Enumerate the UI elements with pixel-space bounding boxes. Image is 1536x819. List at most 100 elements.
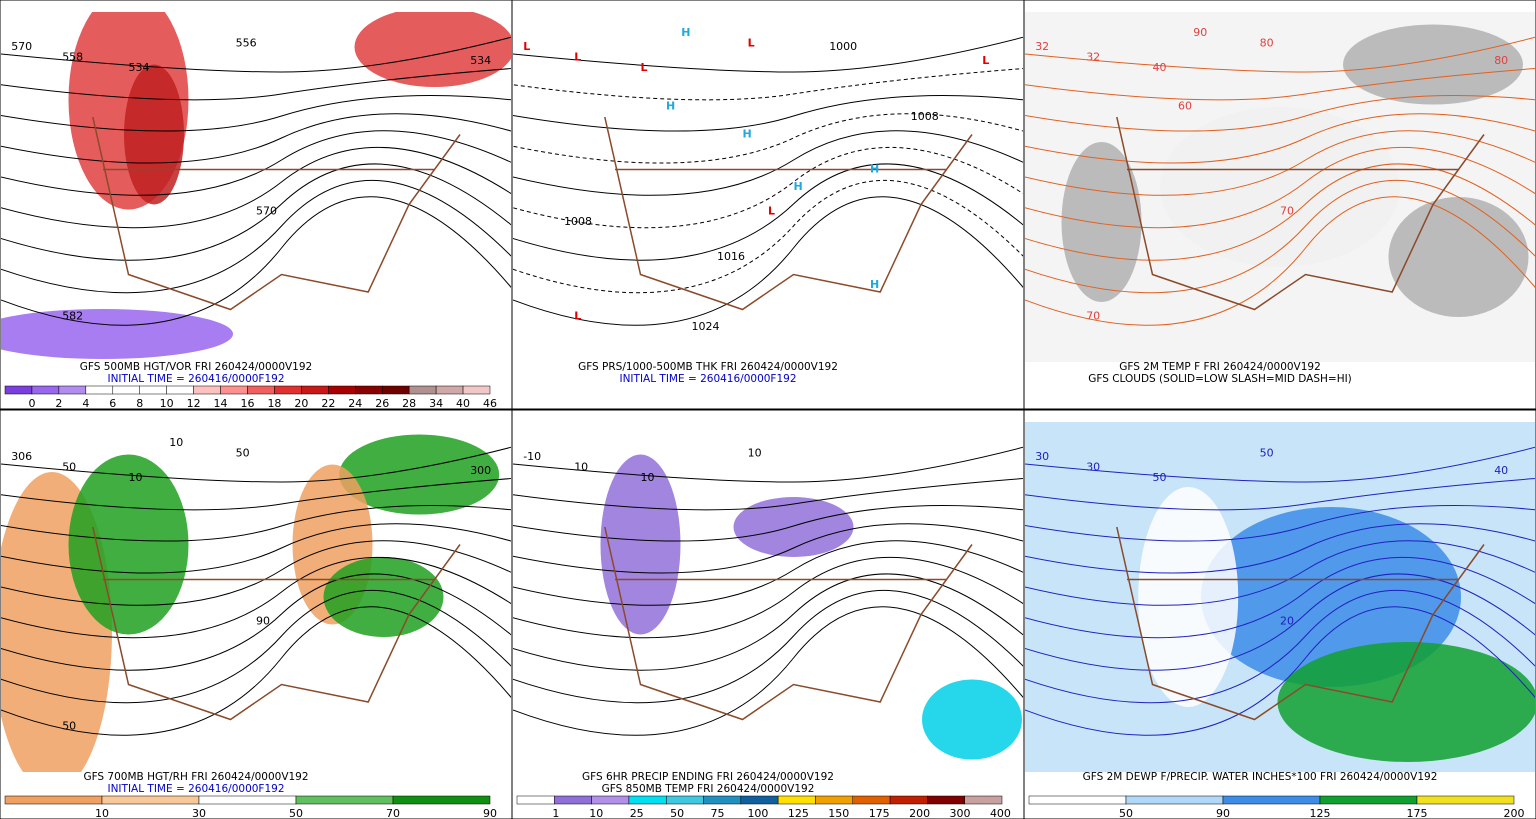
colorbar-box bbox=[964, 795, 1003, 805]
contour bbox=[513, 36, 1023, 73]
colorbar-box bbox=[740, 795, 779, 805]
colorbar-box bbox=[1319, 795, 1418, 805]
contour bbox=[513, 556, 1023, 639]
map-label: 30 bbox=[1086, 461, 1100, 474]
colorbar-label: 20 bbox=[294, 397, 308, 410]
map-body: L L L L L L L H H H H H H 1008 1024 1008 1016 1000 bbox=[513, 12, 1023, 362]
contour bbox=[1025, 146, 1535, 229]
colorbar-box bbox=[462, 385, 491, 395]
map-label: 1008 bbox=[564, 215, 592, 228]
colorbar-box bbox=[665, 795, 704, 805]
map-label: 556 bbox=[236, 37, 257, 50]
caption: INITIAL TIME = 260416/0000F192 bbox=[107, 783, 284, 795]
map-label: L bbox=[574, 51, 581, 64]
colorbar-label: 150 bbox=[828, 807, 849, 819]
contour bbox=[1025, 95, 1535, 132]
colorbar-label: 75 bbox=[711, 807, 725, 819]
map: 32 32 40 80 80 70 70 90 60 bbox=[1025, 12, 1535, 362]
coastline bbox=[92, 116, 461, 311]
shade bbox=[68, 454, 189, 635]
shade bbox=[1343, 24, 1523, 105]
contour bbox=[1, 113, 511, 164]
colorbar-label: 16 bbox=[241, 397, 255, 410]
contour bbox=[513, 95, 1023, 132]
map-label: -10 bbox=[523, 450, 541, 463]
shade bbox=[1388, 197, 1529, 317]
colorbar-label: 26 bbox=[375, 397, 389, 410]
map-label: 570 bbox=[11, 40, 32, 53]
map-label: 534 bbox=[129, 61, 150, 74]
colorbar-box bbox=[852, 795, 891, 805]
contour bbox=[1025, 505, 1535, 542]
colorbar-box bbox=[328, 385, 356, 395]
colorbar-box bbox=[295, 795, 394, 805]
colorbar-label: 70 bbox=[386, 807, 400, 819]
colorbar-box bbox=[554, 795, 592, 805]
map-label: 570 bbox=[256, 205, 277, 218]
contour bbox=[1025, 36, 1535, 73]
colorbar-label: 125 bbox=[788, 807, 809, 819]
contour bbox=[513, 606, 1023, 736]
colorbar-label: 10 bbox=[160, 397, 174, 410]
map-label: 70 bbox=[1280, 205, 1294, 218]
colorbar-box bbox=[628, 795, 667, 805]
colorbar-box bbox=[591, 795, 630, 805]
shade bbox=[1, 309, 233, 359]
colorbar-label: 4 bbox=[82, 397, 89, 410]
colorbar-label: 10 bbox=[589, 807, 603, 819]
colorbar-label: 18 bbox=[267, 397, 281, 410]
map-label: 1024 bbox=[692, 320, 720, 333]
contour bbox=[1, 179, 511, 294]
map-label: 90 bbox=[256, 615, 270, 628]
map-label: L bbox=[982, 54, 989, 67]
caption: GFS 500MB HGT/VOR FRI 260424/0000V192 bbox=[80, 361, 312, 373]
colorbar-label: 300 bbox=[950, 807, 971, 819]
caption: INITIAL TIME = 260416/0000F192 bbox=[107, 373, 284, 385]
shade bbox=[124, 64, 184, 205]
map-label: H bbox=[794, 180, 803, 193]
colorbar-box bbox=[815, 795, 854, 805]
colorbar-label: 50 bbox=[1119, 807, 1133, 819]
colorbar-box bbox=[101, 795, 200, 805]
map-label: 80 bbox=[1260, 37, 1274, 50]
colorbar-box bbox=[355, 385, 383, 395]
contour bbox=[1025, 556, 1535, 639]
colorbar-label: 50 bbox=[289, 807, 303, 819]
colorbar-box bbox=[516, 795, 555, 805]
contour bbox=[1025, 130, 1535, 196]
map-label: 32 bbox=[1035, 40, 1049, 53]
shade bbox=[922, 679, 1022, 760]
contour bbox=[513, 573, 1023, 671]
map-label: H bbox=[870, 163, 879, 176]
caption: GFS 700MB HGT/RH FRI 260424/0000V192 bbox=[83, 771, 308, 783]
contour bbox=[1025, 573, 1535, 671]
map-label: 50 bbox=[236, 447, 250, 460]
colorbar-box bbox=[4, 385, 33, 395]
map-label: 40 bbox=[1494, 464, 1508, 477]
panel-frame bbox=[1023, 409, 1536, 819]
map-label: L bbox=[574, 310, 581, 323]
map-label: 20 bbox=[1280, 615, 1294, 628]
map-label: 10 bbox=[169, 436, 183, 449]
map-label: 1008 bbox=[911, 110, 939, 123]
contour bbox=[1, 146, 511, 229]
contour bbox=[1025, 540, 1535, 606]
contour bbox=[513, 523, 1023, 574]
contour bbox=[1, 36, 511, 73]
map: -10 10 10 10 bbox=[513, 422, 1023, 772]
caption: GFS CLOUDS (SOLID=LOW SLASH=MID DASH=HI) bbox=[1088, 373, 1352, 385]
colorbar-box bbox=[889, 795, 928, 805]
map-body: 306 50 10 50 300 90 50 10 bbox=[1, 422, 511, 772]
map-label: H bbox=[743, 128, 752, 141]
contour bbox=[513, 179, 1023, 294]
map-label: 10 bbox=[574, 461, 588, 474]
map-label: 10 bbox=[129, 471, 143, 484]
contour bbox=[1, 130, 511, 196]
colorbar-label: 90 bbox=[483, 807, 497, 819]
contour bbox=[1, 573, 511, 671]
shade bbox=[1201, 507, 1461, 687]
map-label: 32 bbox=[1086, 51, 1100, 64]
caption: GFS 850MB TEMP FRI 260424/0000V192 bbox=[602, 783, 815, 795]
contour bbox=[513, 68, 1023, 101]
contour bbox=[1, 556, 511, 639]
